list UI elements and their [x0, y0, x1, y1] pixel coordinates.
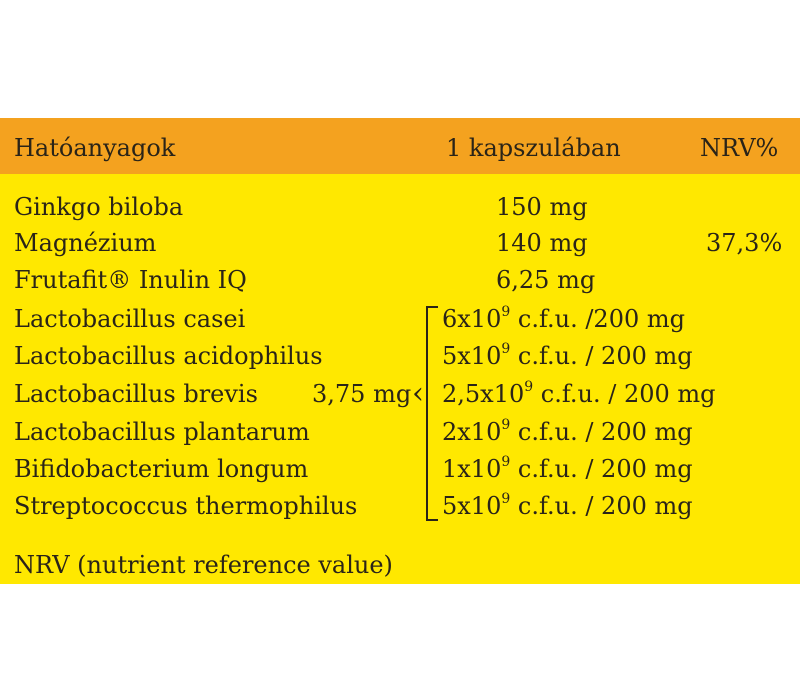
- probiotic-name: Lactobacillus brevis: [14, 380, 258, 408]
- row-amount: 6,25 mg: [496, 266, 596, 294]
- header-ingredient: Hatóanyagok: [14, 134, 176, 162]
- probiotic-count: 1x109 c.f.u. / 200 mg: [442, 454, 693, 483]
- bracket-point-icon: ‹: [412, 376, 424, 411]
- probiotic-count: 2,5x109 c.f.u. / 200 mg: [442, 379, 716, 408]
- row-name: Frutafit® Inulin IQ: [14, 266, 247, 294]
- probiotic-count: 5x109 c.f.u. / 200 mg: [442, 341, 693, 370]
- probiotic-group-amount: 3,75 mg: [312, 380, 412, 408]
- footnote: NRV (nutrient reference value): [14, 551, 393, 579]
- probiotic-name: Bifidobacterium longum: [14, 455, 309, 483]
- row-name: Ginkgo biloba: [14, 193, 184, 221]
- nutrition-table-body: [0, 118, 800, 584]
- probiotic-count: 6x109 c.f.u. /200 mg: [442, 304, 685, 333]
- probiotic-bracket: [426, 306, 438, 521]
- row-amount: 140 mg: [496, 229, 588, 257]
- probiotic-name: Streptococcus thermophilus: [14, 492, 358, 520]
- row-amount: 150 mg: [496, 193, 588, 221]
- row-name: Magnézium: [14, 229, 157, 257]
- row-nrv: 37,3%: [706, 229, 783, 257]
- probiotic-name: Lactobacillus acidophilus: [14, 342, 323, 370]
- header-nrv: NRV%: [700, 134, 779, 162]
- probiotic-name: Lactobacillus casei: [14, 305, 246, 333]
- header-amount: 1 kapszulában: [446, 134, 621, 162]
- probiotic-name: Lactobacillus plantarum: [14, 418, 310, 446]
- nutrition-table-header: [0, 118, 800, 174]
- probiotic-count: 2x109 c.f.u. / 200 mg: [442, 417, 693, 446]
- probiotic-count: 5x109 c.f.u. / 200 mg: [442, 491, 693, 520]
